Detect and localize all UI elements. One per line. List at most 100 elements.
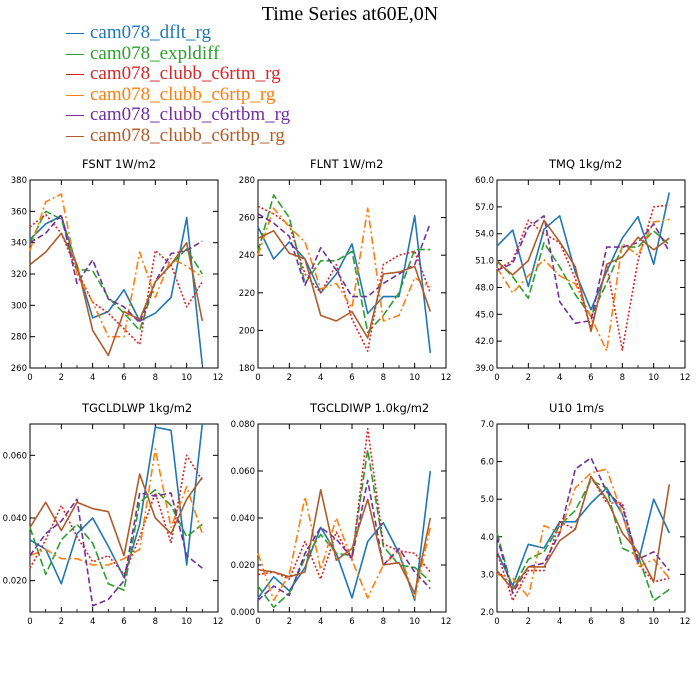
series-line bbox=[29, 423, 204, 585]
x-tick-label: 6 bbox=[349, 373, 354, 383]
series-line bbox=[496, 468, 670, 598]
x-tick-label: 2 bbox=[59, 617, 64, 627]
series-line bbox=[29, 213, 203, 324]
x-tick-label: 8 bbox=[381, 617, 386, 627]
y-tick-label: 0.080 bbox=[231, 420, 255, 430]
legend-label: cam078_clubb_c6rtbp_rg bbox=[90, 124, 285, 146]
panel-title: FLNT 1W/m2 bbox=[310, 157, 383, 171]
y-tick-label: 7.0 bbox=[480, 420, 494, 430]
panel: TGCLDIWP 1.0kg/m2 0 2 4 6 8 10 12 0.000 0.020 0.04… bbox=[231, 401, 452, 627]
x-tick-label: 2 bbox=[287, 373, 292, 383]
y-tick-label: 0.040 bbox=[3, 514, 27, 524]
y-tick-label: 380 bbox=[11, 176, 27, 186]
plot-frame bbox=[29, 179, 219, 369]
x-tick-label: 2 bbox=[59, 373, 64, 383]
series-line bbox=[496, 487, 671, 587]
panel: TGCLDLWP 1kg/m2 0 2 4 6 8 10 12 0.020 0.040 0.060 bbox=[3, 401, 224, 627]
series-line bbox=[496, 218, 670, 352]
x-tick-label: 6 bbox=[121, 373, 126, 383]
y-tick-label: 280 bbox=[239, 176, 255, 186]
y-tick-label: 0.060 bbox=[231, 467, 255, 477]
figure-title: Time Series at60E,0N bbox=[261, 3, 439, 25]
legend-label: cam078_dflt_rg bbox=[90, 22, 212, 43]
series-line bbox=[29, 213, 203, 346]
y-tick-label: 4.0 bbox=[480, 533, 494, 543]
series-line bbox=[29, 448, 204, 566]
legend-swatch bbox=[66, 74, 84, 75]
y-tick-label: 180 bbox=[239, 364, 255, 374]
panel-title: TGCLDLWP 1kg/m2 bbox=[81, 401, 192, 415]
y-tick-label: 320 bbox=[11, 270, 27, 280]
series-line bbox=[29, 232, 204, 357]
y-tick-label: 42.0 bbox=[475, 337, 494, 347]
series-line bbox=[257, 194, 431, 334]
x-tick-label: 4 bbox=[318, 617, 323, 627]
x-tick-label: 10 bbox=[648, 617, 659, 627]
panel-title: U10 1m/s bbox=[549, 401, 604, 415]
legend-label: cam078_expldiff bbox=[90, 42, 220, 64]
y-tick-label: 240 bbox=[239, 251, 255, 261]
series-line bbox=[257, 496, 432, 602]
series-line bbox=[496, 219, 670, 333]
series-line bbox=[257, 488, 432, 595]
legend-label: cam078_clubb_c6rtm_rg bbox=[90, 63, 281, 84]
x-tick-label: 6 bbox=[349, 617, 354, 627]
x-tick-label: 4 bbox=[318, 373, 323, 383]
series-line bbox=[257, 214, 432, 354]
series-line bbox=[496, 475, 671, 591]
y-tick-label: 0.020 bbox=[231, 561, 255, 571]
series-line bbox=[29, 193, 203, 338]
series-line bbox=[257, 230, 432, 339]
y-tick-label: 0.020 bbox=[3, 577, 27, 587]
series-line bbox=[29, 492, 203, 607]
x-tick-label: 10 bbox=[409, 617, 420, 627]
x-tick-label: 4 bbox=[557, 373, 562, 383]
panel-title: FSNT 1W/m2 bbox=[82, 157, 156, 171]
x-tick-label: 10 bbox=[181, 373, 192, 383]
series-line bbox=[257, 479, 431, 601]
x-tick-label: 10 bbox=[181, 617, 192, 627]
x-tick-label: 10 bbox=[648, 373, 659, 383]
x-tick-label: 6 bbox=[588, 617, 593, 627]
x-tick-label: 12 bbox=[441, 373, 452, 383]
series-line bbox=[257, 213, 432, 298]
y-tick-label: 260 bbox=[239, 214, 255, 224]
y-tick-label: 220 bbox=[239, 289, 255, 299]
x-tick-label: 8 bbox=[153, 617, 158, 627]
y-tick-label: 48.0 bbox=[475, 283, 494, 293]
panel: TMQ 1kg/m2 0 2 4 6 8 10 12 39.0 42.0 45.0 48.0 51.0 5… bbox=[475, 157, 690, 383]
x-tick-label: 0 bbox=[255, 373, 260, 383]
y-tick-label: 57.0 bbox=[475, 203, 494, 213]
series-line bbox=[29, 473, 203, 557]
series-line bbox=[257, 207, 431, 322]
series-line bbox=[257, 427, 431, 580]
series-line bbox=[29, 488, 203, 591]
series-line bbox=[496, 204, 670, 351]
x-tick-label: 2 bbox=[287, 617, 292, 627]
plot-frame bbox=[496, 423, 686, 613]
x-tick-label: 4 bbox=[557, 617, 562, 627]
legend-label: cam078_clubb_c6rtbm_rg bbox=[90, 104, 291, 125]
y-tick-label: 360 bbox=[11, 207, 27, 217]
y-tick-label: 200 bbox=[239, 326, 255, 336]
series-line bbox=[257, 470, 432, 602]
y-tick-label: 300 bbox=[11, 301, 27, 311]
x-tick-label: 0 bbox=[494, 373, 499, 383]
x-tick-label: 12 bbox=[441, 617, 452, 627]
x-tick-label: 8 bbox=[620, 373, 625, 383]
panel: U10 1m/s 0 2 4 6 8 10 12 2.0 3.0 4.0 5.0 6.0 7.0 bbox=[480, 401, 690, 627]
y-tick-label: 45.0 bbox=[475, 310, 494, 320]
series-line bbox=[496, 192, 671, 311]
x-tick-label: 6 bbox=[121, 617, 126, 627]
x-tick-label: 12 bbox=[680, 617, 691, 627]
y-tick-label: 0.000 bbox=[231, 608, 255, 618]
y-tick-label: 260 bbox=[11, 364, 27, 374]
panel: FSNT 1W/m2 0 2 4 6 8 10 12 260 280 300 320 340 360 380 bbox=[11, 157, 224, 383]
y-tick-label: 51.0 bbox=[475, 257, 494, 267]
legend-swatch bbox=[66, 33, 84, 34]
y-tick-label: 3.0 bbox=[480, 570, 494, 580]
y-tick-label: 2.0 bbox=[480, 608, 494, 618]
x-tick-label: 12 bbox=[680, 373, 691, 383]
y-tick-label: 5.0 bbox=[480, 495, 494, 505]
